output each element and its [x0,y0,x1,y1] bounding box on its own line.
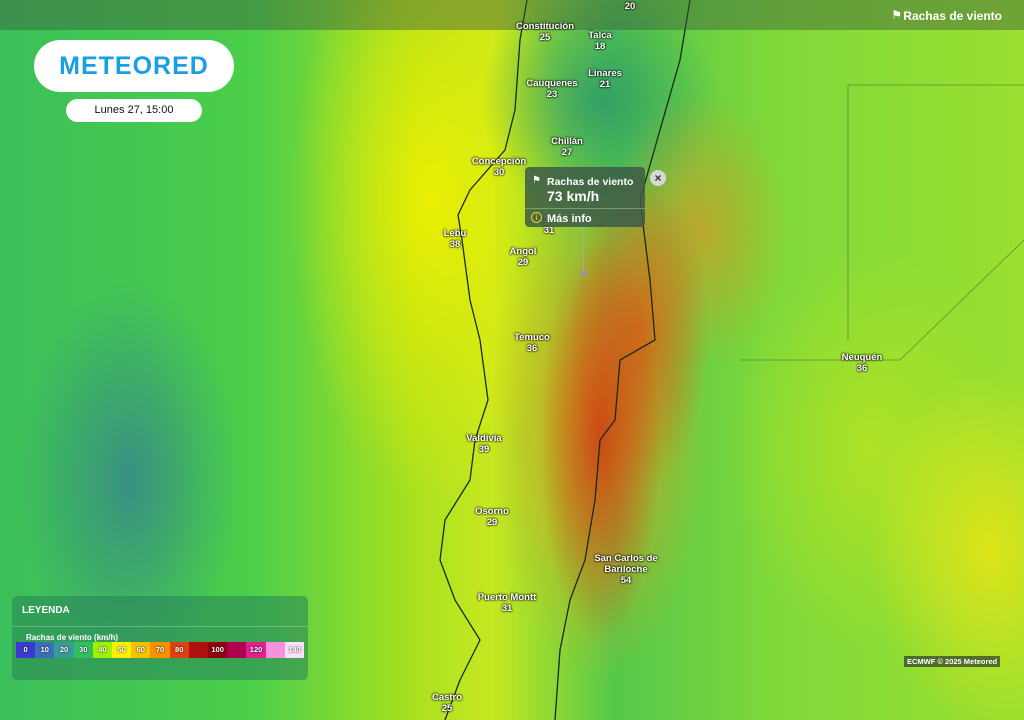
city-label[interactable]: Valdivia 39 [466,433,502,455]
wind-flag-icon: ⚑ [532,175,541,186]
city-label[interactable]: San Carlos de Bariloche 54 [594,553,658,586]
scale-stop: 30 [73,642,93,658]
wind-flag-icon: ⚑ [891,8,902,22]
scale-stop [265,642,285,658]
more-info-link[interactable]: Más info [547,213,592,225]
city-label[interactable]: Osorno 29 [475,506,509,528]
scale-stop: 70 [150,642,170,658]
attribution: ECMWF © 2025 Meteored [904,656,1001,667]
divider [525,208,645,209]
popup-pointer [583,227,584,271]
scale-stop: 140 [284,642,305,658]
city-label[interactable]: Concepción 30 [471,156,527,178]
divider [12,626,308,627]
city-label[interactable]: Puerto Montt 31 [477,592,537,614]
city-label[interactable]: Linares 21 [588,68,622,90]
scale-stop: 0 [16,642,36,658]
scale-stop: 120 [246,642,266,658]
city-value: 20 [624,1,636,12]
popup-value: 73 km/h [547,188,600,204]
forecast-date[interactable]: Lunes 27, 15:00 [66,99,202,122]
city-label[interactable]: Chillán 27 [551,136,583,158]
legend-subtitle: Rachas de viento (km/h) [26,633,119,642]
top-bar: 20 ⚑ Rachas de viento [0,0,1024,30]
city-label[interactable]: Constitución 25 [515,21,575,43]
scale-stop: 100 [208,642,228,658]
scale-stop: 40 [92,642,113,658]
scale-stop: 10 [35,642,55,658]
legend-panel: LEYENDA Rachas de viento (km/h) 0 10 20 30 4… [12,596,308,680]
scale-stop: 50 [112,642,132,658]
city-label[interactable]: Temuco 36 [514,332,550,354]
legend-title: LEYENDA [22,605,70,616]
city-label[interactable]: Neuquén 36 [841,352,883,374]
meteored-logo[interactable]: METEORED [34,40,234,92]
color-scale: 0 10 20 30 40 50 60 70 80 100 120 140 [16,642,305,658]
city-label[interactable]: Lebu 38 [443,228,467,250]
info-icon: i [531,212,542,223]
close-icon[interactable]: × [650,170,666,186]
location-marker[interactable] [580,270,587,277]
scale-stop [188,642,209,658]
city-label[interactable]: Cauquenes 23 [526,78,578,100]
city-label[interactable]: Castro 25 [431,692,463,714]
scale-stop: 20 [54,642,74,658]
popup-title: Rachas de viento [547,176,634,188]
layer-title[interactable]: Rachas de viento [903,9,1002,23]
scale-stop: 80 [169,642,189,658]
scale-stop [227,642,247,658]
city-label[interactable]: Angol 29 [509,246,537,268]
wind-popup: ⚑ Rachas de viento 73 km/h i Más info [525,167,645,227]
city-label[interactable]: Talca 18 [588,30,612,52]
scale-stop: 60 [131,642,151,658]
